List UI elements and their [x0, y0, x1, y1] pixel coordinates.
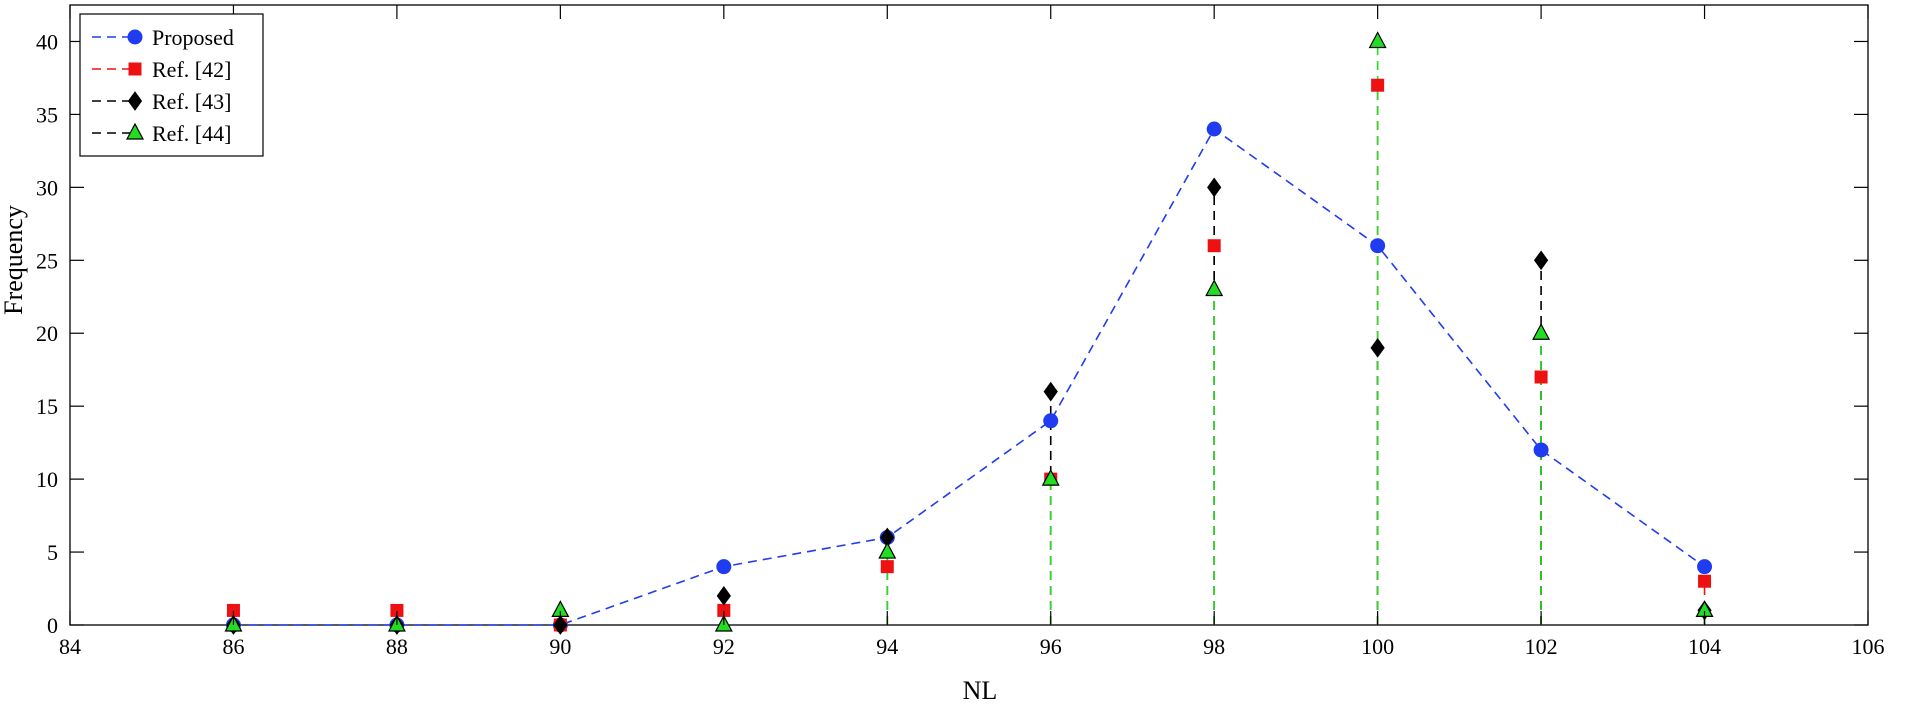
x-tick-label: 84 [59, 634, 81, 659]
point-ref-42 [1698, 574, 1712, 588]
legend-label-proposed: Proposed [152, 25, 234, 50]
legend-marker-proposed [127, 29, 143, 45]
series-line-proposed [233, 127, 1706, 626]
y-tick-label: 20 [36, 321, 58, 346]
point-ref-42 [1207, 239, 1221, 253]
point-proposed [1206, 121, 1222, 137]
x-tick-label: 94 [876, 634, 898, 659]
x-tick-label: 98 [1203, 634, 1225, 659]
y-tick-label: 40 [36, 29, 58, 54]
point-ref-44 [1041, 468, 1060, 486]
legend: Proposed Ref. [42] Ref. [43] Ref. [44] [79, 13, 264, 157]
point-ref-43 [1207, 177, 1222, 198]
point-ref-43 [1043, 381, 1058, 402]
point-ref-44 [1368, 31, 1387, 49]
point-ref-44 [878, 541, 897, 559]
y-axis-title: Frequency [0, 205, 28, 315]
point-ref-44 [1205, 279, 1224, 297]
y-tick-label: 10 [36, 467, 58, 492]
y-tick-label: 35 [36, 102, 58, 127]
point-proposed [1043, 413, 1059, 429]
point-ref-42 [880, 560, 894, 574]
y-tick-label: 25 [36, 248, 58, 273]
x-tick-label: 86 [222, 634, 244, 659]
y-tick-label: 0 [47, 613, 58, 638]
legend-marker-ref-43 [127, 91, 143, 111]
x-axis-title: NL [963, 676, 998, 705]
legend-label-ref-43: Ref. [43] [152, 89, 231, 114]
point-proposed [1533, 442, 1549, 458]
point-ref-43 [1533, 250, 1549, 271]
legend-marker-ref-42 [128, 62, 142, 76]
x-tick-label: 102 [1525, 634, 1558, 659]
x-tick-label: 106 [1852, 634, 1885, 659]
plot-frame [69, 4, 1869, 626]
point-proposed [1370, 238, 1386, 254]
y-tick-label: 30 [36, 175, 58, 200]
point-ref-42 [1534, 370, 1548, 384]
x-tick-label: 92 [713, 634, 735, 659]
y-tick-label: 5 [47, 540, 58, 565]
legend-label-ref-44: Ref. [44] [152, 121, 231, 146]
point-proposed [716, 559, 732, 575]
point-proposed [1697, 559, 1713, 575]
point-ref-44 [1532, 322, 1551, 340]
x-tick-label: 104 [1688, 634, 1721, 659]
y-tick-label: 15 [36, 394, 58, 419]
point-ref-43 [716, 585, 731, 606]
legend-marker-ref-44 [126, 122, 144, 140]
x-tick-label: 88 [386, 634, 408, 659]
x-tick-label: 100 [1361, 634, 1394, 659]
legend-label-ref-42: Ref. [42] [152, 57, 231, 82]
x-tick-label: 96 [1040, 634, 1062, 659]
x-tick-label: 90 [549, 634, 571, 659]
point-ref-42 [1371, 78, 1385, 92]
point-ref-43 [1370, 337, 1385, 358]
